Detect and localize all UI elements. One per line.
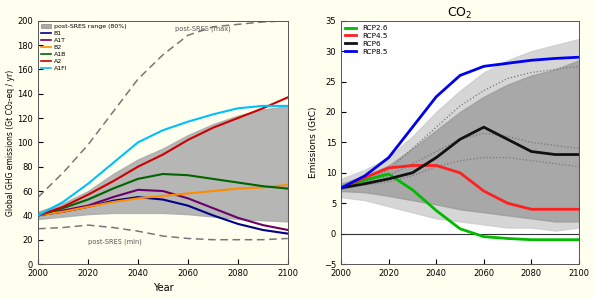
RCP6 (409, 171, 416, 175)
RCP6 (456, 138, 464, 141)
RCP4.5 (552, 208, 559, 211)
RCP4.5 (504, 202, 511, 205)
RCP6 (575, 153, 583, 156)
Text: post-SRES (max): post-SRES (max) (176, 25, 231, 32)
RCP6 (361, 182, 368, 186)
Y-axis label: Global GHG emissions (Gt CO₂-eq / yr): Global GHG emissions (Gt CO₂-eq / yr) (5, 69, 14, 216)
RCP2.6 (575, 238, 583, 242)
RCP6 (528, 150, 535, 153)
Legend: post-SRES range (80%), B1, A1T, B2, A1B, A2, A1FI: post-SRES range (80%), B1, A1T, B2, A1B,… (40, 23, 127, 72)
RCP8.5 (480, 65, 487, 68)
RCP2.6 (528, 238, 535, 242)
RCP6 (552, 153, 559, 156)
RCP4.5 (385, 166, 392, 170)
RCP4.5 (575, 208, 583, 211)
RCP2.6 (385, 172, 392, 176)
RCP2.6 (456, 227, 464, 231)
RCP2.6 (480, 235, 487, 238)
Line: RCP6: RCP6 (341, 127, 579, 188)
RCP2.6 (552, 238, 559, 242)
RCP4.5 (528, 208, 535, 211)
RCP8.5 (433, 95, 440, 99)
RCP8.5 (552, 57, 559, 60)
RCP8.5 (504, 62, 511, 65)
RCP4.5 (361, 176, 368, 179)
RCP6 (337, 186, 345, 190)
RCP8.5 (409, 125, 416, 129)
Y-axis label: Emissions (GtC): Emissions (GtC) (309, 107, 318, 178)
RCP2.6 (337, 186, 345, 190)
RCP8.5 (385, 156, 392, 159)
RCP2.6 (361, 178, 368, 182)
RCP2.6 (504, 237, 511, 240)
X-axis label: Year: Year (153, 283, 173, 293)
RCP2.6 (409, 188, 416, 192)
RCP8.5 (575, 55, 583, 59)
Text: post-SRES (min): post-SRES (min) (88, 238, 142, 245)
RCP4.5 (456, 171, 464, 175)
RCP8.5 (528, 59, 535, 62)
RCP4.5 (433, 164, 440, 167)
RCP4.5 (337, 186, 345, 190)
Line: RCP2.6: RCP2.6 (341, 174, 579, 240)
Line: RCP8.5: RCP8.5 (341, 57, 579, 188)
RCP6 (504, 138, 511, 141)
RCP4.5 (409, 164, 416, 167)
Line: RCP4.5: RCP4.5 (341, 165, 579, 209)
RCP2.6 (433, 209, 440, 212)
Legend: RCP2.6, RCP4.5, RCP6, RCP8.5: RCP2.6, RCP4.5, RCP6, RCP8.5 (344, 24, 389, 56)
RCP6 (433, 156, 440, 159)
Title: CO$_2$: CO$_2$ (447, 6, 472, 21)
RCP8.5 (337, 186, 345, 190)
RCP8.5 (456, 74, 464, 77)
RCP8.5 (361, 174, 368, 178)
RCP6 (480, 125, 487, 129)
RCP4.5 (480, 189, 487, 193)
RCP6 (385, 177, 392, 181)
